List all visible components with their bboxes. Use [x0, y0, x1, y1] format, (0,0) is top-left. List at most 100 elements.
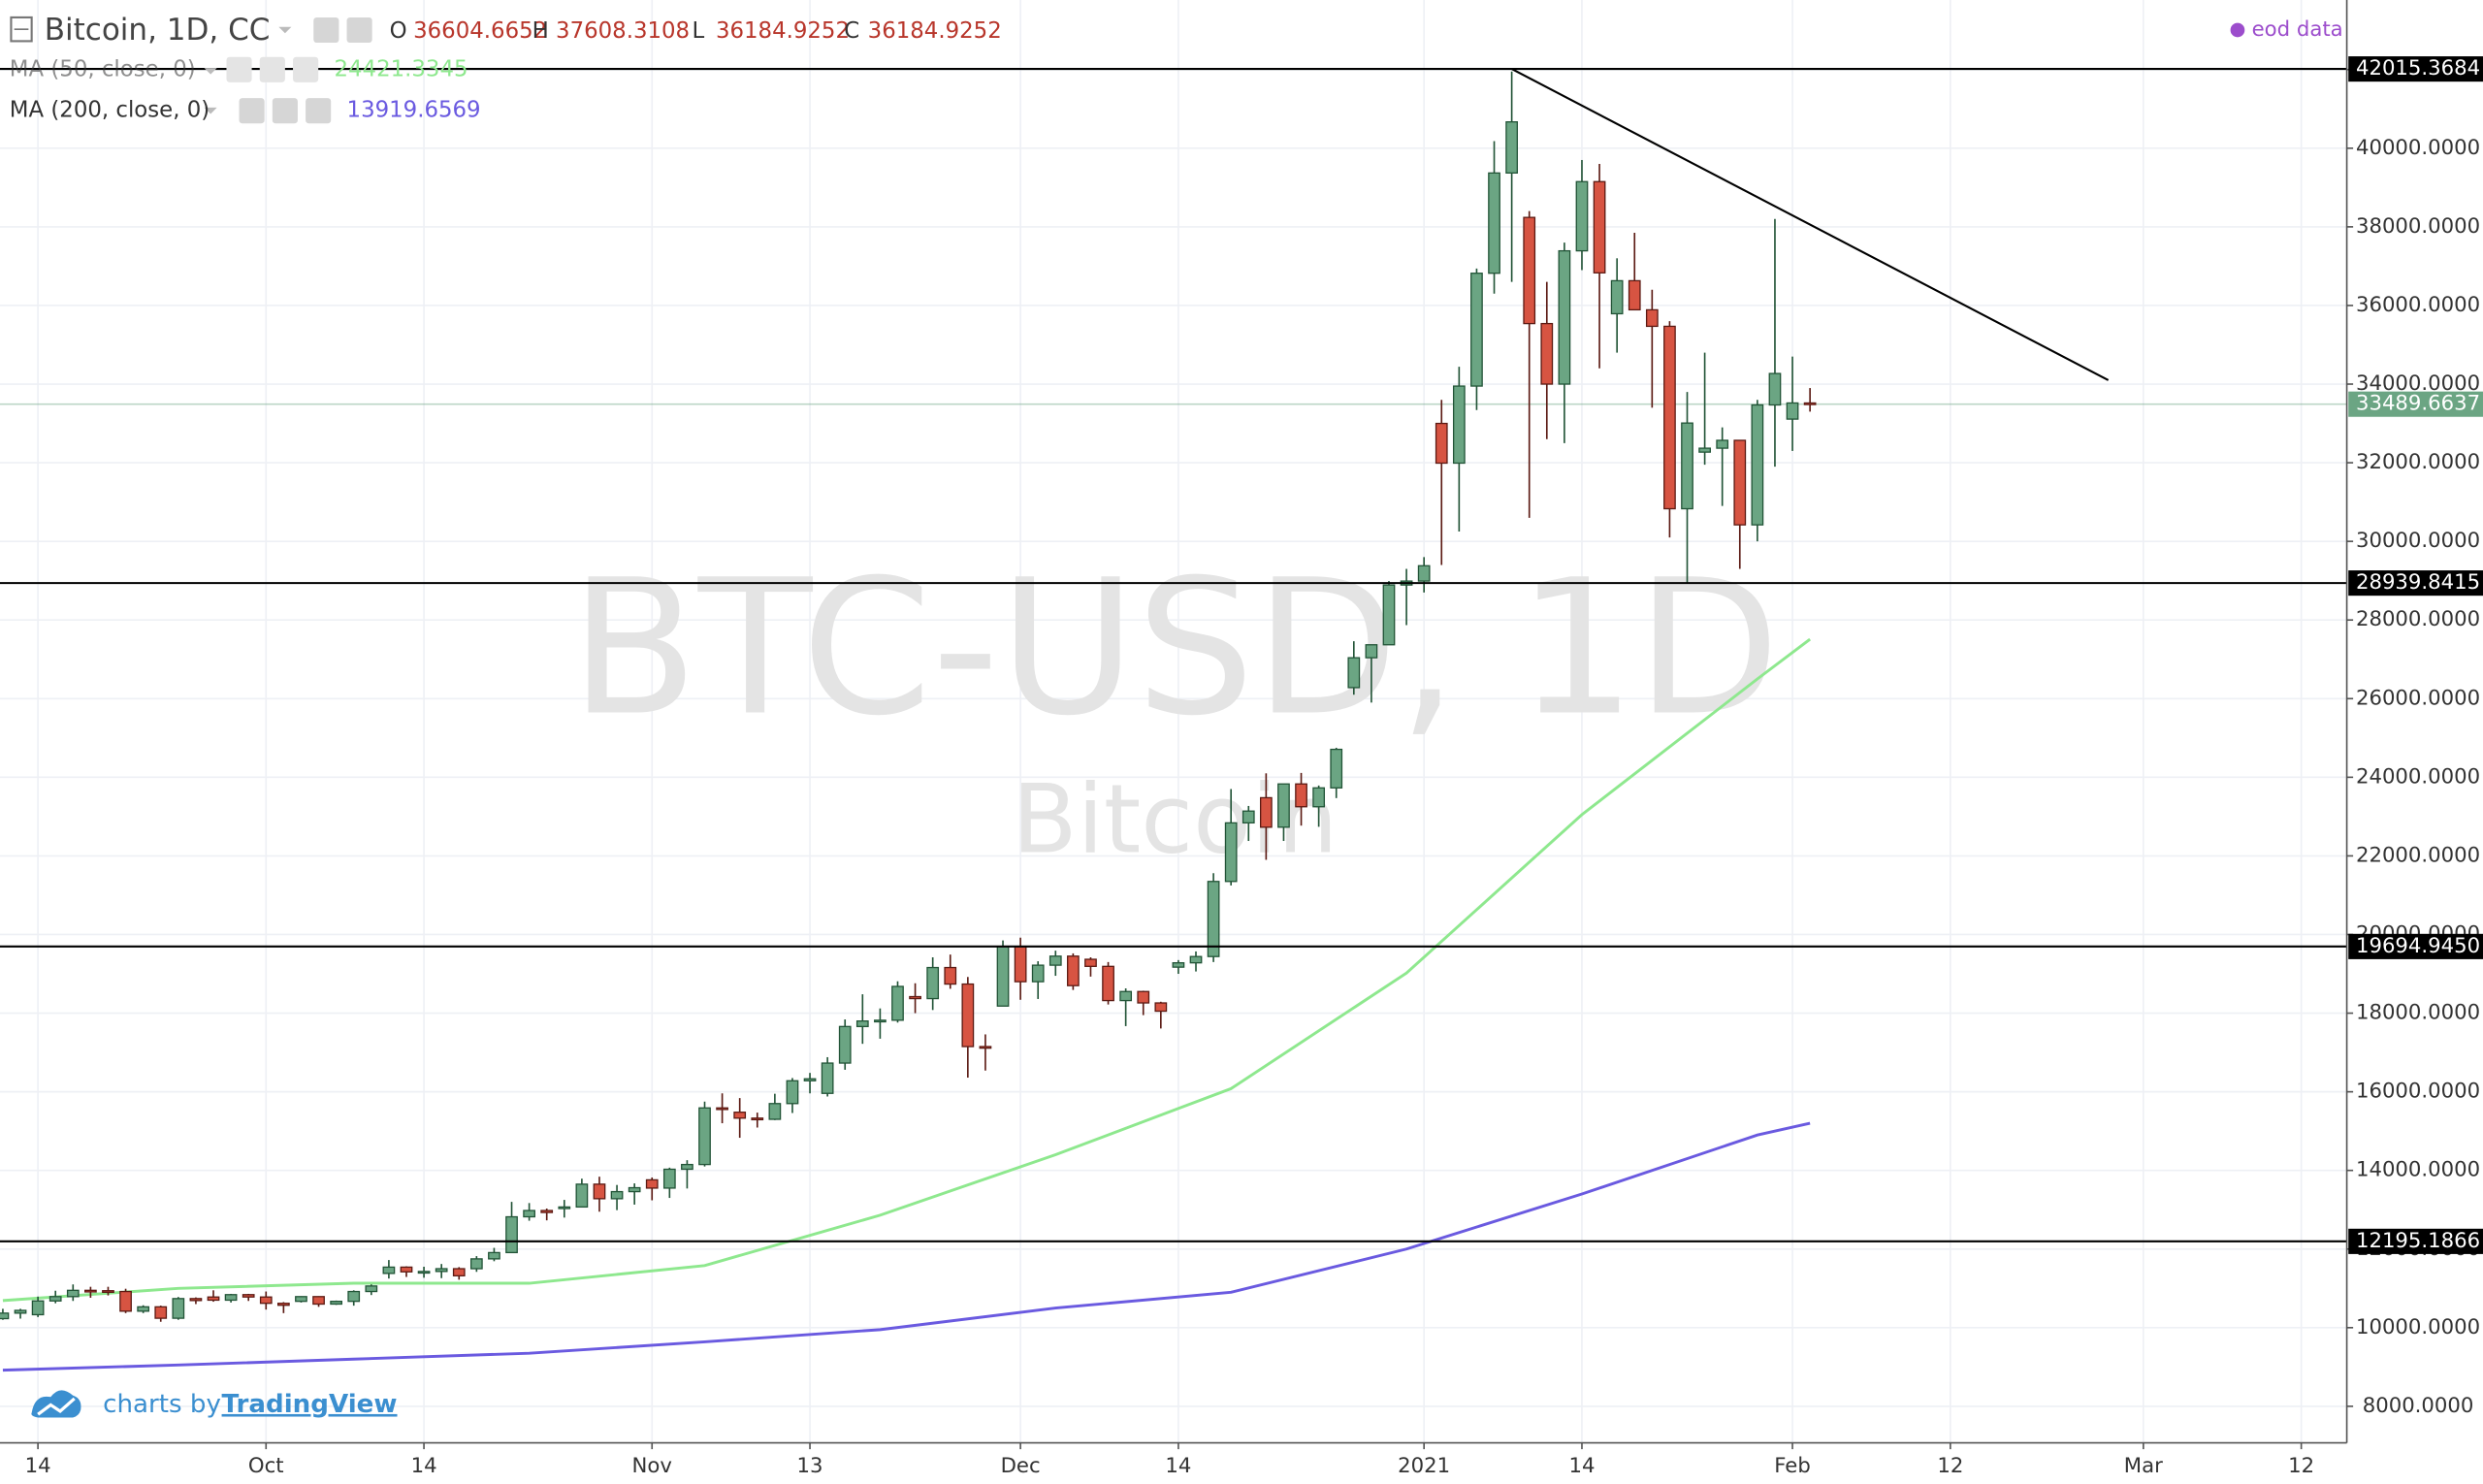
- candle-body: [102, 1290, 114, 1294]
- dropdown[interactable]: [278, 26, 292, 34]
- icon-button[interactable]: [293, 56, 319, 82]
- ohlc-value: 36184.9252: [868, 18, 1002, 44]
- candle-body: [295, 1296, 307, 1303]
- y-tick-label: 24000.0000: [2356, 764, 2480, 789]
- candle-body: [242, 1294, 255, 1298]
- candle-body: [1733, 439, 1747, 526]
- watermark: BTC-USD, 1D: [570, 540, 1781, 758]
- x-tick-label: 14: [411, 1454, 437, 1478]
- icon-button[interactable]: [272, 98, 298, 124]
- last-price-tag: [2348, 391, 2483, 417]
- x-tick-label: 12: [1937, 1454, 1963, 1478]
- candle-body: [488, 1251, 500, 1260]
- legend-value: 24421.3345: [334, 56, 468, 81]
- icon-button[interactable]: [313, 16, 339, 44]
- candle-body: [1803, 402, 1817, 405]
- x-tick-label: Nov: [632, 1454, 672, 1478]
- y-tick-label: 38000.0000: [2356, 214, 2480, 239]
- candle-body: [1540, 322, 1554, 385]
- branding-link[interactable]: TradingView: [222, 1390, 398, 1419]
- grid-layer: [0, 0, 2347, 1443]
- candle-body: [540, 1210, 554, 1213]
- dropdown[interactable]: [204, 107, 217, 114]
- level-tag-label: 19694.9450: [2356, 934, 2480, 958]
- candle-body: [1330, 748, 1343, 789]
- candle-body: [84, 1289, 97, 1293]
- candle-body: [593, 1183, 606, 1200]
- y-tick-label: 22000.0000: [2356, 843, 2480, 867]
- level-tag-label: 12195.1866: [2356, 1229, 2480, 1253]
- ohlc-label: H: [532, 18, 549, 44]
- candle-body: [1663, 325, 1676, 510]
- candle-body: [733, 1112, 747, 1119]
- candle-body: [1365, 644, 1378, 659]
- candle-body: [48, 1296, 62, 1302]
- candle-body: [662, 1168, 676, 1189]
- candle-body: [31, 1300, 45, 1316]
- level-tag: [2348, 1228, 2483, 1254]
- candle-body: [330, 1301, 343, 1306]
- dropdown[interactable]: [204, 68, 217, 75]
- icon-button[interactable]: [346, 16, 372, 44]
- candle-body: [382, 1266, 396, 1274]
- candle-body: [926, 966, 940, 1000]
- candle-body: [996, 945, 1010, 1007]
- candle-body: [558, 1206, 571, 1210]
- y-tick-label: 36000.0000: [2356, 293, 2480, 317]
- candle-body: [803, 1078, 817, 1081]
- candle-body: [1137, 990, 1150, 1004]
- candle-body: [277, 1303, 290, 1307]
- candle-body: [874, 1019, 887, 1023]
- tradingview-logo: [37, 1397, 76, 1416]
- candle-body: [1102, 965, 1114, 1002]
- candle-body: [716, 1107, 728, 1111]
- collapse-icon[interactable]: [10, 16, 33, 43]
- candle-body: [575, 1183, 589, 1209]
- candle-body: [523, 1210, 535, 1218]
- candle-body: [14, 1309, 27, 1314]
- level-tag-label: 42015.3684: [2356, 56, 2480, 81]
- icon-button[interactable]: [259, 56, 285, 82]
- candle-body: [1154, 1002, 1168, 1013]
- candle-body: [1751, 403, 1764, 526]
- icon-button[interactable]: [239, 98, 265, 124]
- candle-body: [1452, 385, 1466, 465]
- candle-body: [891, 985, 904, 1021]
- candle-body: [768, 1103, 782, 1120]
- icon-button[interactable]: [226, 56, 252, 82]
- candle-body: [172, 1298, 185, 1319]
- candle-body: [751, 1117, 764, 1121]
- ma-line: [2, 637, 1812, 1303]
- last-price-label: 33489.6637: [2356, 392, 2480, 416]
- ohlc-label: C: [844, 18, 859, 44]
- candle-body: [1593, 180, 1606, 274]
- y-tick-label: 18000.0000: [2356, 1001, 2480, 1025]
- y-tick-label: 14000.0000: [2356, 1158, 2480, 1182]
- symbol-title[interactable]: Bitcoin, 1D, CC: [45, 13, 271, 48]
- candle-body: [1382, 584, 1396, 646]
- candle-body: [1786, 402, 1799, 420]
- x-tick-label: 13: [797, 1454, 823, 1478]
- level-tag: [2348, 933, 2483, 959]
- candle-body: [855, 1020, 869, 1027]
- candle-body: [207, 1296, 220, 1302]
- candle-body: [1295, 783, 1307, 808]
- candle-body: [259, 1296, 273, 1305]
- icon-button[interactable]: [306, 98, 332, 124]
- x-tick-label: Feb: [1774, 1454, 1811, 1478]
- candle-body: [189, 1298, 203, 1302]
- candle-body: [821, 1062, 834, 1094]
- candle-body: [1716, 439, 1729, 449]
- candle-body: [1067, 955, 1080, 986]
- candle-body: [365, 1285, 378, 1293]
- y-tick-label: 8000.0000: [2363, 1394, 2474, 1418]
- candle-body: [1505, 121, 1518, 175]
- candle-body: [1347, 657, 1361, 689]
- ohlc-value: 36604.6652: [413, 18, 547, 44]
- candle-body: [1610, 279, 1624, 315]
- candle-body: [1312, 787, 1326, 808]
- candle-body: [1224, 822, 1238, 883]
- candle-body: [1242, 810, 1255, 824]
